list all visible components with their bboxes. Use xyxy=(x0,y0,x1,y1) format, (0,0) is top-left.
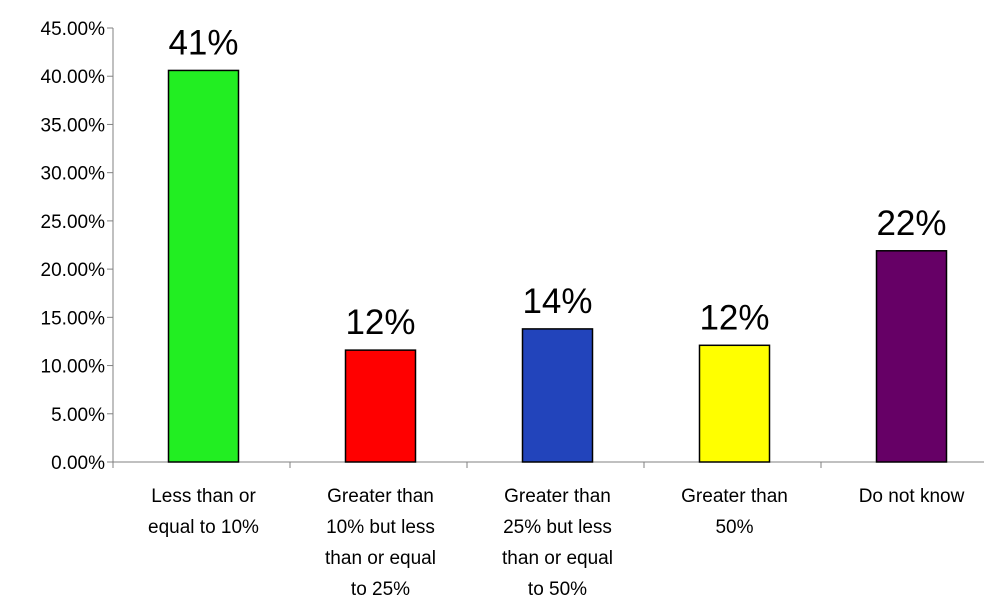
y-tick-label: 45.00% xyxy=(41,19,106,40)
category-labels: Less than or equal to 10% Greater than 10% … xyxy=(148,486,965,600)
bar xyxy=(521,328,594,463)
y-tick-label: 15.00% xyxy=(41,308,106,329)
category-label-line: 10% but less xyxy=(326,517,435,538)
category-label-line: equal to 10% xyxy=(148,517,259,538)
category-label-line: to 25% xyxy=(351,579,410,600)
y-tick-label: 35.00% xyxy=(41,115,106,136)
category-label: Less than or equal to 10% xyxy=(148,486,259,538)
category-label: Greater than 10% but less than or equal to … xyxy=(325,486,436,600)
y-tick-label: 5.00% xyxy=(51,405,105,426)
category-label-line: 25% but less xyxy=(503,517,612,538)
bar xyxy=(167,69,240,463)
data-label: 12% xyxy=(699,298,769,337)
data-label: 12% xyxy=(345,303,415,342)
data-label: 22% xyxy=(876,204,946,243)
y-tick-label: 40.00% xyxy=(41,67,106,88)
bar xyxy=(344,349,417,463)
category-label-line: Less than or xyxy=(151,486,256,507)
y-tick-label: 0.00% xyxy=(51,453,105,474)
data-label: 41% xyxy=(168,23,238,62)
y-tick-label: 30.00% xyxy=(41,164,106,185)
category-label-line: 50% xyxy=(715,517,753,538)
x-axis xyxy=(112,461,984,468)
category-label-line: than or equal xyxy=(325,548,436,569)
y-tick-label: 25.00% xyxy=(41,212,106,233)
data-labels: 41% 12% 14% 12% 22% xyxy=(168,23,946,342)
data-label: 14% xyxy=(522,282,592,321)
category-label-line: Do not know xyxy=(859,486,965,507)
category-label-line: to 50% xyxy=(528,579,587,600)
y-tick-label: 10.00% xyxy=(41,357,106,378)
bars xyxy=(167,69,948,463)
category-label-line: Greater than xyxy=(681,486,788,507)
bar xyxy=(698,344,771,463)
category-label-line: than or equal xyxy=(502,548,613,569)
bar xyxy=(875,250,948,463)
category-label-line: Greater than xyxy=(327,486,434,507)
category-label: Greater than 25% but less than or equal to … xyxy=(502,486,613,600)
category-label: Greater than 50% xyxy=(681,486,788,538)
category-label-line: Greater than xyxy=(504,486,611,507)
category-label: Do not know xyxy=(859,486,965,507)
y-axis: 0.00% 5.00% 10.00% 15.00% 20.00% 25.00% 30.00%… xyxy=(41,19,114,474)
y-tick-label: 20.00% xyxy=(41,260,106,281)
